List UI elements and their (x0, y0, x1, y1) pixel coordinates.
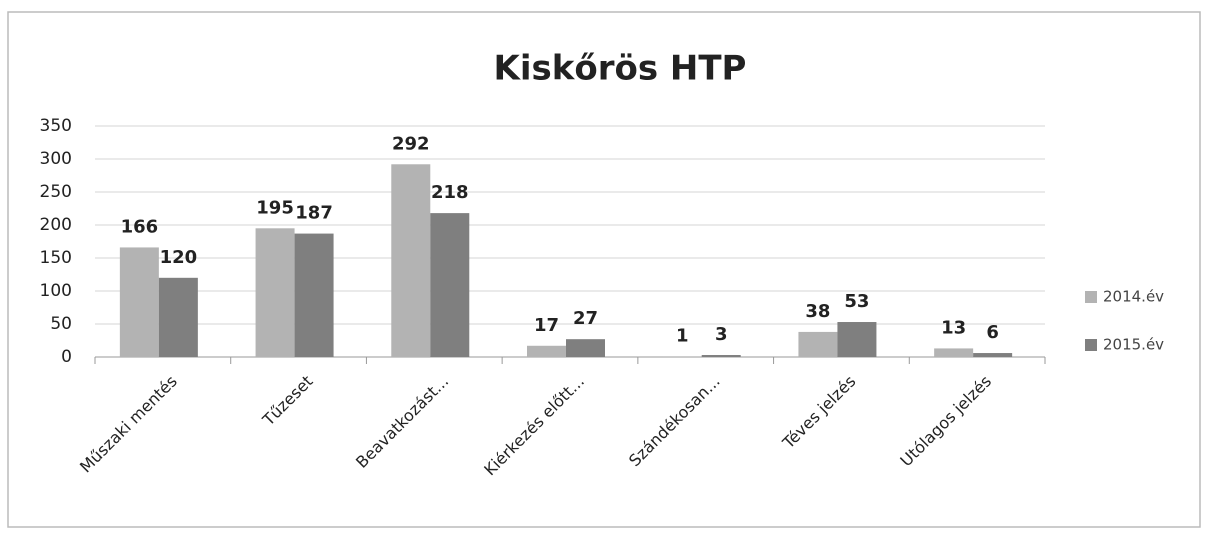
value-label: 38 (805, 301, 830, 322)
bar (527, 345, 566, 357)
value-label: 27 (573, 308, 598, 329)
y-tick-label: 50 (50, 314, 72, 334)
legend-label: 2015.év (1103, 336, 1164, 354)
legend-swatch (1085, 291, 1097, 303)
value-label: 120 (160, 247, 198, 268)
y-tick-label: 300 (40, 149, 72, 169)
value-label: 17 (534, 315, 559, 336)
bar (119, 247, 159, 357)
bar (798, 331, 838, 357)
y-tick-label: 150 (40, 248, 72, 268)
bar (294, 233, 334, 357)
bar (430, 213, 470, 357)
value-label: 292 (392, 133, 430, 154)
chart-frame (7, 11, 1201, 528)
y-tick-label: 250 (40, 182, 72, 202)
bar (701, 355, 741, 357)
bar (255, 228, 295, 357)
value-label: 1 (676, 325, 689, 346)
value-label: 187 (295, 203, 333, 224)
value-label: 6 (986, 322, 999, 343)
value-label: 218 (431, 182, 469, 203)
bar (662, 356, 702, 357)
bar (973, 353, 1013, 357)
value-label: 53 (844, 291, 869, 312)
legend-swatch (1085, 339, 1097, 351)
y-tick-label: 100 (40, 281, 72, 301)
y-tick-label: 350 (40, 116, 72, 136)
bar (158, 277, 198, 357)
legend-label: 2014.év (1103, 288, 1164, 306)
chart-title: Kiskőrös HTP (494, 49, 747, 89)
bar (837, 322, 877, 357)
y-tick-label: 200 (40, 215, 72, 235)
bar (391, 164, 431, 357)
value-label: 13 (941, 317, 966, 338)
y-tick-label: 0 (61, 347, 72, 367)
bar (566, 339, 605, 357)
value-label: 166 (121, 216, 159, 237)
value-label: 195 (256, 197, 294, 218)
bar (934, 348, 974, 357)
value-label: 3 (715, 324, 728, 345)
